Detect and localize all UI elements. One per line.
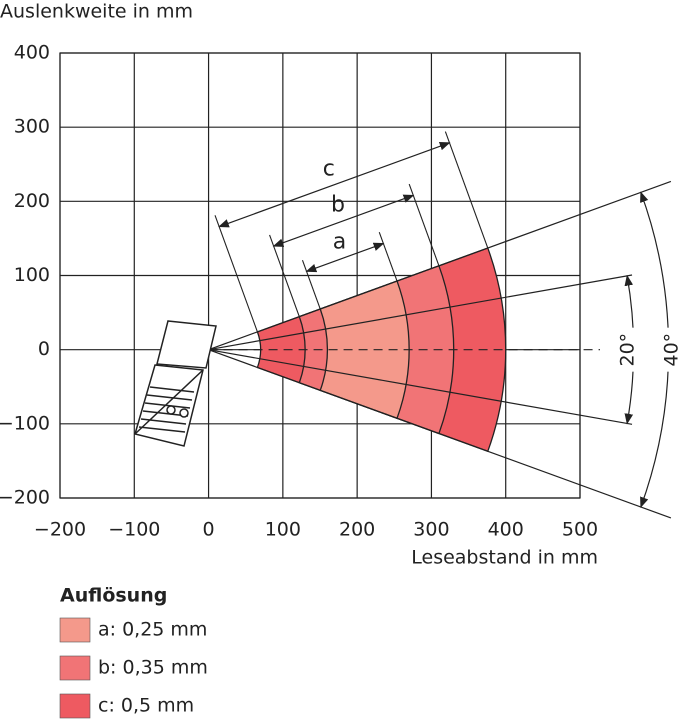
x-tick-label: 400 <box>488 519 524 541</box>
extension-line <box>214 215 258 333</box>
extension-line <box>269 234 300 317</box>
angle-line <box>208 349 633 425</box>
device-line <box>138 426 186 433</box>
device-line <box>144 402 191 409</box>
y-tick-label: −200 <box>0 487 50 509</box>
y-tick-label: −100 <box>0 412 50 434</box>
y-axis-label: Auslenkweite in mm <box>0 1 193 23</box>
angle-line <box>208 180 672 351</box>
device-line <box>140 418 187 425</box>
extension-line <box>378 232 398 282</box>
legend-label: b: 0,35 mm <box>98 657 208 679</box>
extension-line <box>408 183 440 267</box>
y-tick-label: 400 <box>14 42 50 64</box>
angle-label-bg <box>615 327 639 372</box>
angle-label: 40° <box>661 333 683 367</box>
x-tick-label: −200 <box>34 519 86 541</box>
x-tick-label: 200 <box>339 519 375 541</box>
y-tick-label: 200 <box>14 190 50 212</box>
angle-label: 20° <box>617 333 639 367</box>
extension-line <box>301 259 321 310</box>
x-tick-label: −100 <box>108 519 160 541</box>
x-tick-label: 500 <box>562 519 598 541</box>
dimension-line <box>305 242 385 273</box>
legend-label: c: 0,5 mm <box>98 695 194 717</box>
extension-line <box>444 131 489 249</box>
legend-swatch <box>59 693 91 719</box>
x-tick-label: 0 <box>203 519 215 541</box>
device-lens <box>166 405 176 415</box>
device-lens <box>179 408 189 418</box>
legend-swatch <box>59 655 91 681</box>
angle-label-bg <box>659 327 683 372</box>
dimension-label: b <box>331 193 345 218</box>
x-tick-label: 300 <box>413 519 449 541</box>
x-tick-label: 100 <box>265 519 301 541</box>
y-tick-label: 0 <box>38 338 50 360</box>
angle-line <box>208 274 633 351</box>
y-tick-label: 300 <box>14 116 50 138</box>
scanner-device <box>134 320 217 447</box>
device-head <box>156 320 217 369</box>
legend-label: a: 0,25 mm <box>98 619 207 641</box>
dimension-label: c <box>323 157 335 182</box>
legend-swatch <box>59 617 91 643</box>
device-line <box>146 394 193 401</box>
dimension-line <box>218 142 451 228</box>
x-axis-label: Leseabstand in mm <box>411 547 598 569</box>
angle-line <box>208 349 672 519</box>
device-line <box>149 386 195 393</box>
device-line <box>134 369 204 435</box>
legend-title: Auflösung <box>60 585 167 607</box>
dimension-line <box>272 194 415 247</box>
y-tick-label: 100 <box>14 264 50 286</box>
dimension-label: a <box>333 229 346 254</box>
